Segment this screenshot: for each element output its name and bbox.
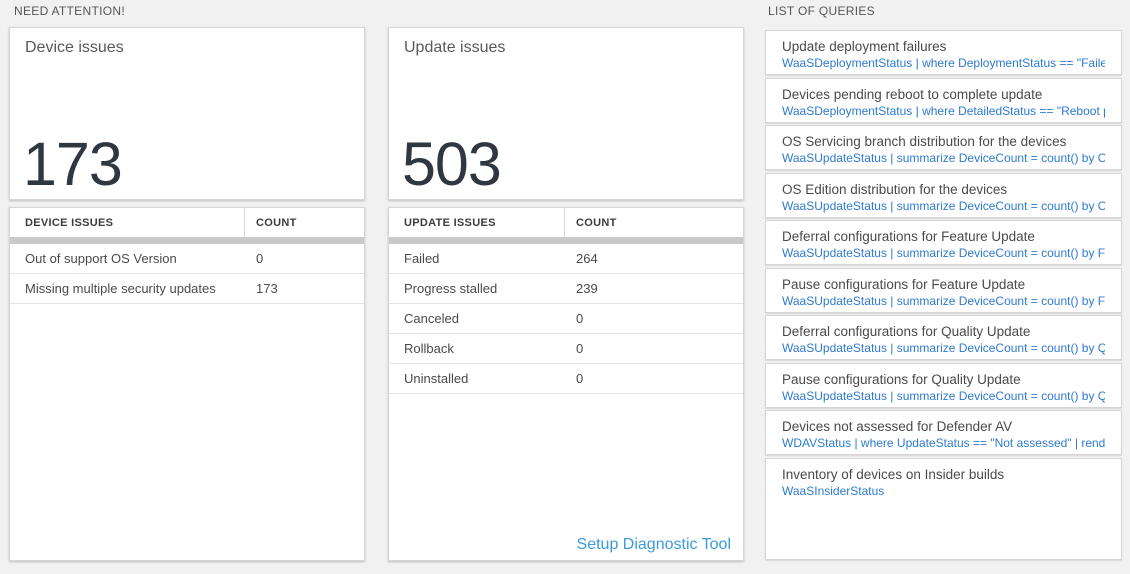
- query-title: Pause configurations for Quality Update: [782, 372, 1021, 387]
- device-issues-table: DEVICE ISSUES COUNT Out of support OS Ve…: [9, 207, 365, 561]
- query-item[interactable]: OS Servicing branch distribution for the…: [765, 125, 1122, 170]
- row-label: Failed: [404, 251, 440, 266]
- query-item[interactable]: Inventory of devices on Insider builds W…: [765, 458, 1122, 560]
- setup-diagnostic-tool-link[interactable]: Setup Diagnostic Tool: [576, 536, 731, 553]
- query-title: OS Servicing branch distribution for the…: [782, 134, 1067, 149]
- query-code: WaaSUpdateStatus | summarize DeviceCount…: [782, 246, 1105, 260]
- row-count: 0: [256, 251, 264, 266]
- query-item[interactable]: OS Edition distribution for the devices …: [765, 173, 1122, 218]
- count-column-header: COUNT: [576, 216, 617, 229]
- query-code: WaaSUpdateStatus | summarize DeviceCount…: [782, 199, 1105, 213]
- query-item[interactable]: Pause configurations for Quality Update …: [765, 363, 1122, 408]
- device-issues-count: 173: [23, 130, 123, 198]
- device-issues-column-header: DEVICE ISSUES: [10, 208, 245, 237]
- update-issues-column-header: UPDATE ISSUES: [389, 208, 565, 237]
- query-code: WaaSUpdateStatus | summarize DeviceCount…: [782, 341, 1105, 355]
- device-issues-tile[interactable]: Device issues 173: [9, 27, 365, 200]
- row-label: Canceled: [404, 311, 459, 326]
- query-code: WaaSDeploymentStatus | where DetailedSta…: [782, 104, 1105, 118]
- table-row[interactable]: Progress stalled 239: [389, 274, 743, 304]
- update-issues-count: 503: [402, 130, 502, 198]
- device-table-header: DEVICE ISSUES COUNT: [10, 208, 364, 238]
- query-title: Devices not assessed for Defender AV: [782, 419, 1013, 434]
- row-label: Progress stalled: [404, 281, 498, 296]
- table-row[interactable]: Failed 264: [389, 244, 743, 274]
- need-attention-label: NEED ATTENTION!: [14, 4, 125, 18]
- query-code: WaaSInsiderStatus: [782, 484, 885, 498]
- update-issues-title: Update issues: [404, 39, 506, 56]
- row-count: 0: [576, 311, 584, 326]
- row-count: 0: [576, 341, 584, 356]
- query-code: WaaSUpdateStatus | summarize DeviceCount…: [782, 389, 1105, 403]
- query-code: WaaSUpdateStatus | summarize DeviceCount…: [782, 151, 1105, 165]
- query-code: WDAVStatus | where UpdateStatus == "Not …: [782, 436, 1105, 450]
- update-issues-table: UPDATE ISSUES COUNT Failed 264 Progress …: [388, 207, 744, 561]
- row-count: 0: [576, 371, 584, 386]
- query-title: Deferral configurations for Feature Upda…: [782, 229, 1035, 244]
- row-label: Out of support OS Version: [25, 251, 177, 266]
- query-item[interactable]: Pause configurations for Feature Update …: [765, 268, 1122, 313]
- table-row[interactable]: Canceled 0: [389, 304, 743, 334]
- table-row[interactable]: Missing multiple security updates 173: [10, 274, 364, 304]
- row-label: Uninstalled: [404, 371, 469, 386]
- update-issues-tile[interactable]: Update issues 503: [388, 27, 744, 200]
- query-item[interactable]: Deferral configurations for Quality Upda…: [765, 315, 1122, 360]
- row-count: 173: [256, 281, 278, 296]
- query-item[interactable]: Update deployment failures WaaSDeploymen…: [765, 30, 1122, 75]
- horizontal-scrollbar[interactable]: [389, 238, 743, 244]
- table-row[interactable]: Out of support OS Version 0: [10, 244, 364, 274]
- query-code: WaaSUpdateStatus | summarize DeviceCount…: [782, 294, 1105, 308]
- table-row[interactable]: Rollback 0: [389, 334, 743, 364]
- row-count: 239: [576, 281, 598, 296]
- query-title: Devices pending reboot to complete updat…: [782, 87, 1043, 102]
- query-code: WaaSDeploymentStatus | where DeploymentS…: [782, 56, 1105, 70]
- row-label: Missing multiple security updates: [25, 281, 216, 296]
- query-title: Inventory of devices on Insider builds: [782, 467, 1005, 482]
- query-item[interactable]: Devices pending reboot to complete updat…: [765, 78, 1122, 123]
- query-item[interactable]: Deferral configurations for Feature Upda…: [765, 220, 1122, 265]
- update-table-header: UPDATE ISSUES COUNT: [389, 208, 743, 238]
- query-title: Deferral configurations for Quality Upda…: [782, 324, 1031, 339]
- list-of-queries-label: LIST OF QUERIES: [768, 4, 875, 18]
- query-title: Pause configurations for Feature Update: [782, 277, 1026, 292]
- query-item[interactable]: Devices not assessed for Defender AV WDA…: [765, 410, 1122, 455]
- device-issues-title: Device issues: [25, 39, 124, 56]
- horizontal-scrollbar[interactable]: [10, 238, 364, 244]
- query-title: OS Edition distribution for the devices: [782, 182, 1008, 197]
- count-column-header: COUNT: [256, 216, 297, 229]
- row-label: Rollback: [404, 341, 454, 356]
- table-row[interactable]: Uninstalled 0: [389, 364, 743, 394]
- row-count: 264: [576, 251, 598, 266]
- query-title: Update deployment failures: [782, 39, 947, 54]
